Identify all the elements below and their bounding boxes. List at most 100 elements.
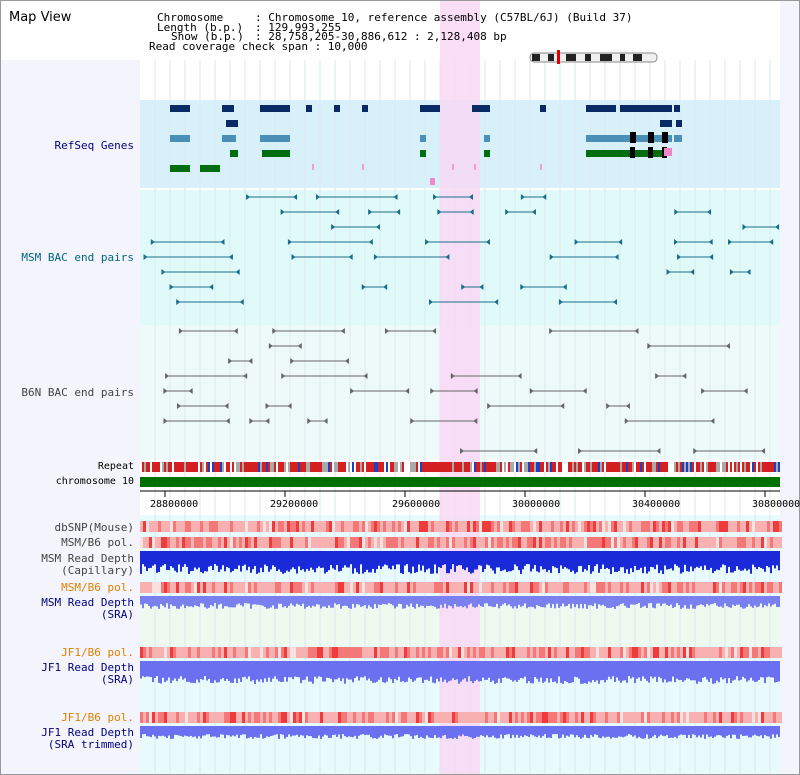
jf1-depth-trimmed-bar [624,726,626,737]
msm-b6-pol-strip [650,582,653,593]
msm-b6-pol-strip [749,537,752,548]
track-label-msm-depth-sra-sub[interactable]: (SRA) [100,608,134,621]
jf1-depth-sra-bar [698,661,700,682]
b6n-bac-pair-end [473,418,478,424]
msm-b6-pol-strip [773,537,776,548]
dbsnp-strip [548,521,551,532]
msm-b6-pol-strip [761,582,764,593]
repeat-segment [332,462,334,472]
msm-b6-pol-strip [443,582,446,593]
jf1-b6-pol-strip [572,712,575,723]
msm-depth-sra-bar [362,596,364,607]
ideogram-band [532,54,540,61]
jf1-depth-sra-bar [344,661,346,684]
msm-b6-pol-strip [680,582,683,593]
repeat-segment [596,462,598,472]
jf1-b6-pol-strip [377,712,380,723]
msm-b6-pol-strip [626,582,629,593]
track-label-jf1-depth-trimmed-sub[interactable]: (SRA trimmed) [47,738,134,751]
track-label-b6n-bac[interactable]: B6N BAC end pairs [21,386,134,399]
msm-b6-pol-strip [533,582,536,593]
dbsnp-strip [296,521,299,532]
dbsnp-strip [608,521,611,532]
repeat-segment [282,462,284,472]
dbsnp-strip [500,521,503,532]
jf1-b6-pol-strip [710,647,713,658]
jf1-depth-sra-bar [554,661,556,682]
jf1-b6-pol-strip [257,712,260,723]
refseq-gene [420,150,426,157]
msm-depth-capillary-bar [654,551,656,570]
msm-depth-sra-bar [744,596,746,609]
msm-depth-sra-bar [402,596,404,609]
track-label-msm-b6-pol-1[interactable]: MSM/B6 pol. [61,536,134,549]
msm-b6-pol-strip [275,537,278,548]
jf1-depth-trimmed-bar [440,726,442,739]
jf1-b6-pol-strip [239,647,242,658]
jf1-b6-pol-strip [530,647,533,658]
jf1-depth-trimmed-bar [414,726,416,736]
jf1-depth-trimmed-bar [170,726,172,739]
msm-b6-pol-strip [350,537,353,548]
track-label-refseq[interactable]: RefSeq Genes [54,139,134,152]
repeat-segment [740,462,742,472]
msm-bac-pair-end [707,209,712,215]
dbsnp-strip [626,521,629,532]
jf1-b6-pol-strip [482,647,485,658]
track-label-msm-depth-capillary[interactable]: MSM Read Depth [41,552,134,565]
msm-b6-pol-strip [485,582,488,593]
jf1-depth-trimmed-bar [778,726,780,737]
jf1-depth-trimmed-bar [552,726,554,735]
b6n-bac-pair-end [323,418,328,424]
track-label-jf1-depth-sra[interactable]: JF1 Read Depth [41,661,134,674]
msm-depth-sra-bar [766,596,768,607]
jf1-depth-trimmed-bar [534,726,536,737]
msm-depth-sra-bar [508,596,510,605]
repeat-segment [512,462,514,472]
track-label-jf1-b6-pol-1[interactable]: JF1/B6 pol. [61,646,134,659]
jf1-depth-sra-bar [162,661,164,678]
repeat-segment [480,462,482,472]
refseq-gene-pink [362,164,364,170]
track-label-msm-bac[interactable]: MSM BAC end pairs [21,251,134,264]
track-label-msm-b6-pol-2[interactable]: MSM/B6 pol. [61,581,134,594]
track-label-dbsnp[interactable]: dbSNP(Mouse) [54,521,134,534]
ideogram-band [548,54,554,61]
jf1-b6-pol-strip [692,647,695,658]
jf1-depth-sra-bar [728,661,730,679]
b6n-bac-pair-end [228,358,233,364]
repeat-segment [412,462,414,472]
jf1-depth-trimmed-bar [576,726,578,736]
msm-depth-sra-bar [590,596,592,606]
jf1-b6-pol-strip [677,712,680,723]
jf1-b6-pol-strip [374,647,377,658]
msm-depth-sra-bar [158,596,160,609]
jf1-b6-pol-strip [167,712,170,723]
jf1-b6-pol-strip [287,647,290,658]
track-label-chromosome[interactable]: chromosome 10 [55,476,134,487]
track-label-jf1-b6-pol-2[interactable]: JF1/B6 pol. [61,711,134,724]
track-label-jf1-depth-sra-sub[interactable]: (SRA) [100,673,134,686]
track-label-jf1-depth-trimmed[interactable]: JF1 Read Depth [41,726,134,739]
msm-depth-sra-bar [500,596,502,606]
track-label-msm-depth-capillary-sub[interactable]: (Capillary) [61,564,134,577]
msm-b6-pol-strip [413,537,416,548]
msm-b6-pol-strip [599,582,602,593]
msm-b6-pol-strip [512,582,515,593]
track-label-msm-depth-sra[interactable]: MSM Read Depth [41,596,134,609]
msm-depth-capillary-bar [152,551,154,566]
repeat-segment [518,462,520,472]
jf1-depth-sra-bar [404,661,406,683]
msm-b6-pol-strip [365,537,368,548]
jf1-b6-pol-strip [701,647,704,658]
msm-depth-capillary-bar [432,551,434,574]
jf1-depth-trimmed-bar [568,726,570,737]
msm-b6-pol-strip [701,582,704,593]
repeat-segment [726,462,728,472]
msm-depth-capillary-bar [458,551,460,566]
msm-depth-sra-bar [328,596,330,606]
jf1-depth-trimmed-bar [524,726,526,736]
msm-b6-pol-strip [194,537,197,548]
track-label-repeat[interactable]: Repeat [97,461,134,472]
